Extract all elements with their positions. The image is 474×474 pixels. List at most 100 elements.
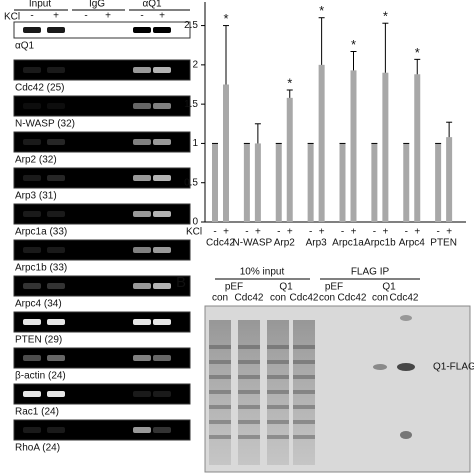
blot-band [47,103,65,109]
series-sign: + [382,227,388,238]
blot-band [23,103,41,109]
band [293,375,315,379]
x-tick-label: Arpc1a [332,238,364,249]
band-label: Q1-FLAG [433,362,474,373]
band [293,405,315,409]
band [400,315,412,321]
band [238,420,260,424]
band [267,405,289,409]
lane-sign: + [53,11,59,22]
x-tick-label: Cdc42 [206,238,235,249]
band [238,360,260,364]
lane-sign: + [159,11,165,22]
lane-label: con [212,293,228,304]
blot-label: Rac1 (24) [15,407,59,418]
series-sign: - [213,227,216,238]
band [293,345,315,349]
blot-band [47,427,65,433]
blot-label: Arp2 (32) [15,155,57,166]
y-tick-label: 0 [192,217,198,228]
lane-sign: - [30,11,33,22]
band [238,435,260,439]
blot-band [47,27,65,33]
group-label: Input [29,0,51,10]
series-sign: + [287,227,293,238]
vector-label: pEF [325,282,343,293]
x-tick-label: Arp3 [306,238,328,249]
bar [339,143,346,222]
band [267,390,289,394]
blot-band [23,427,41,433]
band [267,420,289,424]
band [238,405,260,409]
blot-band [47,139,65,145]
lane-label: Cdc42 [390,293,419,304]
panel-label: B [176,274,186,291]
lane-sign: - [84,11,87,22]
band [209,435,231,439]
blot-strip [13,275,191,297]
x-axis-label: KCl [186,227,202,238]
blot-band [153,211,171,217]
band [238,375,260,379]
lane-label: Cdc42 [290,293,319,304]
blot-label: RhoA (24) [15,443,60,454]
blot-band [153,355,171,361]
x-tick-label: Arpc1b [364,238,396,249]
bar [435,143,442,222]
series-sign: - [277,227,280,238]
blot-band [47,175,65,181]
blot-band [133,247,151,253]
significance: * [319,3,324,18]
blot-band [23,391,41,397]
blot-band [133,139,151,145]
blot-band [47,211,65,217]
bar [307,143,314,222]
series-sign: + [446,227,452,238]
blot-band [153,319,171,325]
blot-strip [13,383,191,405]
bar [223,84,229,222]
bar [414,74,421,223]
blot-band [47,67,65,73]
band [209,390,231,394]
blot-band [153,175,171,181]
vector-label: Q1 [279,282,293,293]
blot-band [133,391,151,397]
series-sign: + [414,227,420,238]
band [293,390,315,394]
bar [275,143,282,222]
band [293,435,315,439]
blot-b-bands [209,315,415,465]
blot-band [133,427,151,433]
kcl-label: KCl [4,12,20,23]
band [397,363,415,371]
blot-band [47,319,65,325]
lane-label: con [319,293,335,304]
blot-band [23,67,41,73]
blot-band [133,27,151,33]
band [209,375,231,379]
blot-label: β-actin (24) [15,371,66,382]
lane-label: con [270,293,286,304]
band [238,345,260,349]
bar [371,143,378,222]
band [373,364,387,370]
blot-label: Arpc1a (33) [15,227,67,238]
smear [293,320,315,465]
blot-strip [13,95,191,117]
blot-band [23,27,41,33]
blot-strip [13,21,191,39]
blot-strip [13,59,191,81]
blot-band [153,103,171,109]
band [267,345,289,349]
y-tick-label: 1.5 [184,99,198,110]
smear [209,320,231,465]
band [267,435,289,439]
group-label: 10% input [240,267,285,278]
blot-band [23,355,41,361]
lane-label: Cdc42 [338,293,367,304]
blot-band [133,103,151,109]
series-sign: - [309,227,312,238]
